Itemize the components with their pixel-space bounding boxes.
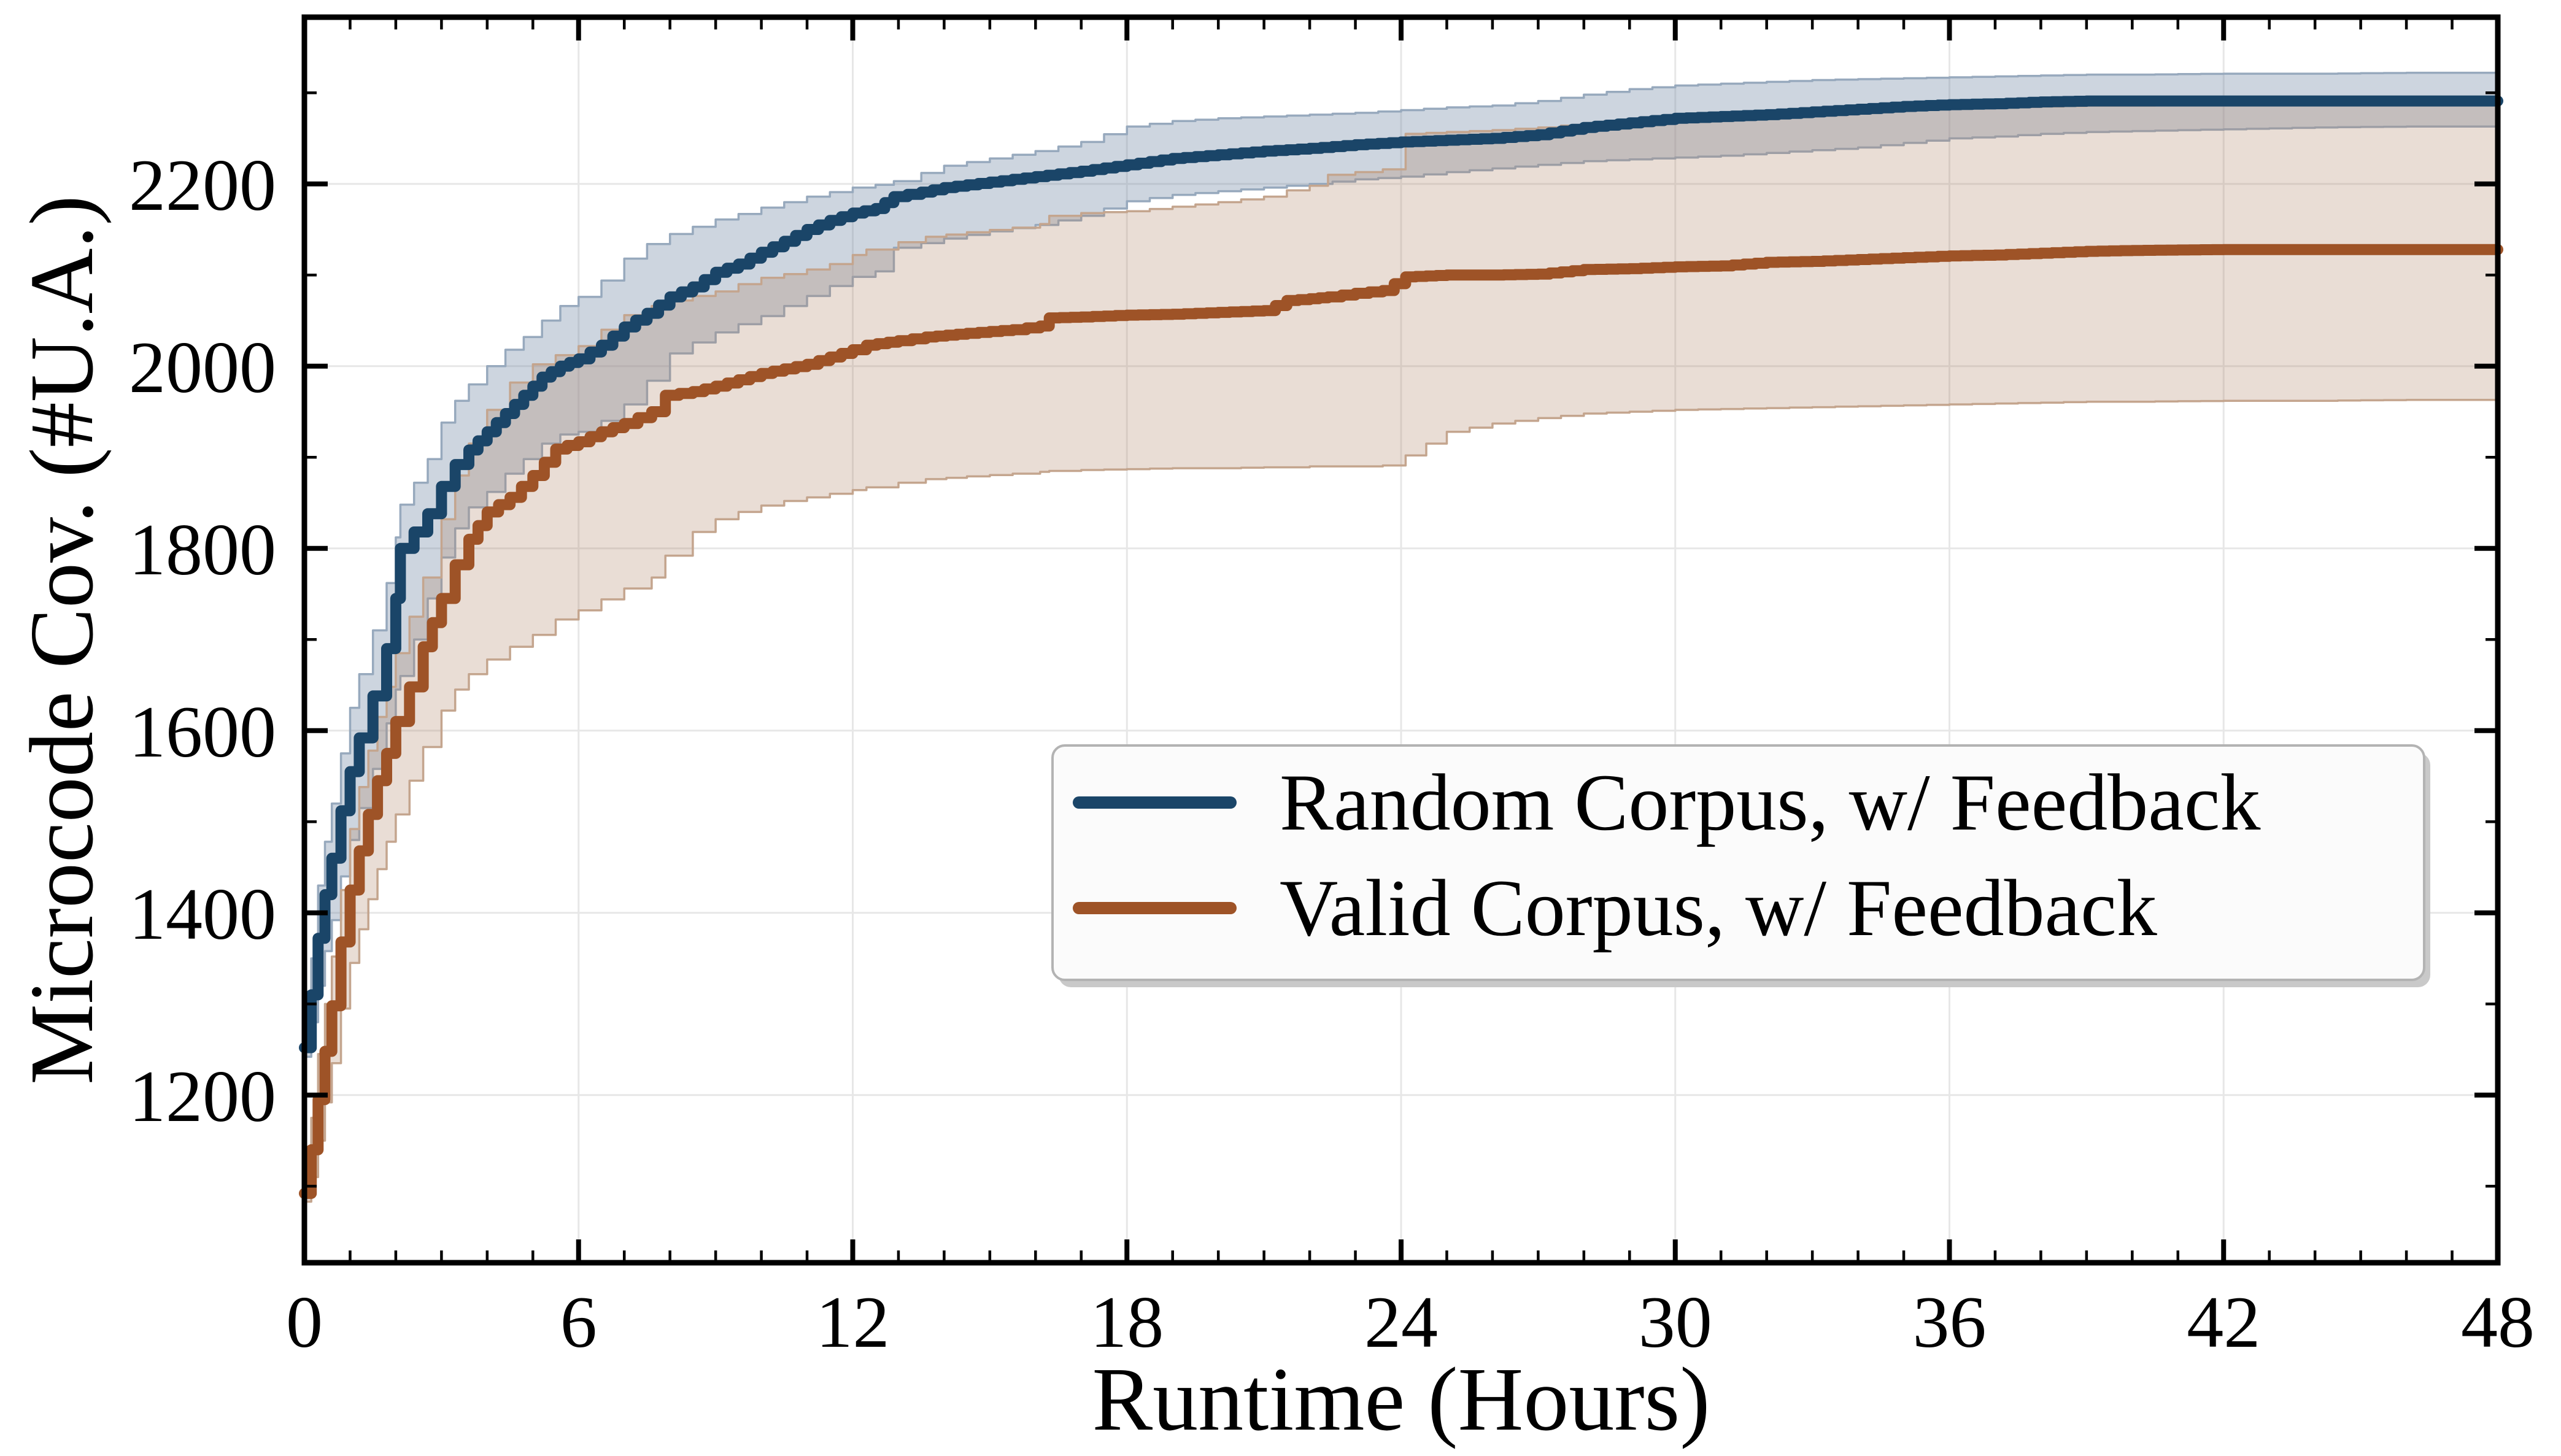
valid-corpus-band xyxy=(304,104,2498,1202)
x-tick-label: 30 xyxy=(1639,1281,1712,1363)
x-tick-label: 6 xyxy=(560,1281,597,1363)
random-corpus-band-upper-edge xyxy=(304,71,2498,1040)
y-tick-label: 1200 xyxy=(129,1055,276,1137)
x-axis-label: Runtime (Hours) xyxy=(1092,1349,1710,1450)
y-tick-label: 1600 xyxy=(129,691,276,772)
valid-corpus-band-lower-edge xyxy=(304,398,2498,1203)
random-corpus-band-lower-edge xyxy=(304,125,2498,1058)
series-lines xyxy=(299,95,2503,1200)
y-tick-label: 2200 xyxy=(129,144,276,226)
x-tick-label: 42 xyxy=(2187,1281,2260,1363)
x-tick-label: 48 xyxy=(2461,1281,2535,1363)
legend-label-valid-corpus: Valid Corpus, w/ Feedback xyxy=(1280,863,2157,953)
x-tick-label: 36 xyxy=(1913,1281,1987,1363)
tick-labels: 0 6 12 18 24 30 36 42 48 1200 1400 1600 1800 2000 2200 xyxy=(129,144,2535,1363)
y-tick-label: 2000 xyxy=(129,326,276,408)
x-tick-label: 12 xyxy=(816,1281,890,1363)
plot-spines-and-ticks xyxy=(301,14,2501,1266)
legend-label-random-corpus: Random Corpus, w/ Feedback xyxy=(1280,757,2260,847)
y-axis-label: Microcode Cov. (#U.A.) xyxy=(12,195,112,1085)
x-tick-label: 18 xyxy=(1090,1281,1164,1363)
valid-corpus-line xyxy=(299,244,2503,1200)
y-tick-label: 1400 xyxy=(129,873,276,955)
legend: Random Corpus, w/ Feedback Valid Corpus,… xyxy=(1051,744,2430,987)
random-corpus-line xyxy=(299,95,2503,1053)
y-tick-label: 1800 xyxy=(129,509,276,590)
x-tick-label: 24 xyxy=(1364,1281,1438,1363)
legend-box xyxy=(1051,744,2425,981)
x-tick-label: 0 xyxy=(286,1281,323,1363)
